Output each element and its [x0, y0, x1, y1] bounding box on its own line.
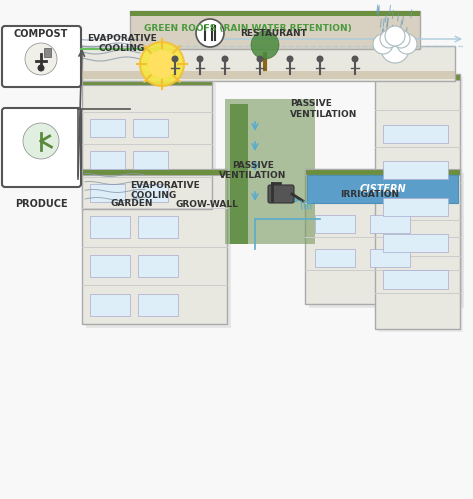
Text: IRRIGATION: IRRIGATION: [340, 190, 399, 199]
FancyBboxPatch shape: [138, 255, 178, 277]
FancyBboxPatch shape: [90, 255, 130, 277]
FancyBboxPatch shape: [375, 74, 460, 80]
FancyBboxPatch shape: [133, 151, 168, 169]
FancyBboxPatch shape: [2, 26, 81, 87]
Text: GROW-WALL: GROW-WALL: [175, 200, 238, 209]
FancyBboxPatch shape: [82, 169, 227, 324]
FancyBboxPatch shape: [82, 169, 227, 175]
FancyBboxPatch shape: [307, 175, 458, 203]
FancyBboxPatch shape: [90, 119, 125, 137]
Circle shape: [37, 64, 44, 71]
FancyBboxPatch shape: [305, 169, 460, 304]
FancyBboxPatch shape: [383, 161, 448, 179]
FancyBboxPatch shape: [82, 46, 455, 81]
Circle shape: [381, 35, 409, 63]
Text: GREEN ROOFS (RAIN WATER RETENTION): GREEN ROOFS (RAIN WATER RETENTION): [144, 24, 352, 33]
FancyBboxPatch shape: [383, 125, 448, 143]
FancyBboxPatch shape: [268, 185, 294, 203]
FancyBboxPatch shape: [44, 48, 51, 57]
Circle shape: [23, 123, 59, 159]
FancyBboxPatch shape: [90, 151, 125, 169]
Circle shape: [148, 50, 176, 78]
Text: PASSIVE
VENTILATION: PASSIVE VENTILATION: [290, 99, 358, 119]
FancyBboxPatch shape: [138, 293, 178, 316]
FancyBboxPatch shape: [370, 215, 410, 233]
Text: PASSIVE
VENTILATION: PASSIVE VENTILATION: [219, 161, 287, 181]
Circle shape: [380, 30, 398, 48]
Circle shape: [196, 55, 203, 62]
Text: EVAPORATIVE
COOLING: EVAPORATIVE COOLING: [130, 181, 200, 201]
Circle shape: [172, 55, 178, 62]
Circle shape: [221, 55, 228, 62]
FancyBboxPatch shape: [378, 77, 463, 332]
FancyBboxPatch shape: [133, 119, 168, 137]
FancyBboxPatch shape: [90, 216, 130, 238]
FancyBboxPatch shape: [82, 79, 212, 209]
Text: EVAPORATIVE
COOLING: EVAPORATIVE COOLING: [87, 34, 157, 53]
Circle shape: [392, 30, 410, 48]
FancyBboxPatch shape: [138, 216, 178, 238]
FancyBboxPatch shape: [225, 99, 315, 244]
Circle shape: [25, 43, 57, 75]
FancyBboxPatch shape: [315, 249, 355, 267]
Circle shape: [385, 26, 405, 46]
Circle shape: [397, 34, 417, 54]
Text: CISTERN: CISTERN: [359, 184, 406, 194]
FancyBboxPatch shape: [90, 184, 125, 202]
FancyBboxPatch shape: [315, 215, 355, 233]
FancyBboxPatch shape: [82, 71, 455, 79]
FancyBboxPatch shape: [86, 83, 216, 213]
FancyBboxPatch shape: [383, 198, 448, 216]
FancyBboxPatch shape: [86, 173, 231, 328]
Text: RESTAURANT: RESTAURANT: [240, 28, 307, 37]
FancyBboxPatch shape: [375, 74, 460, 329]
Circle shape: [351, 55, 359, 62]
Text: COMPOST: COMPOST: [14, 29, 68, 39]
FancyBboxPatch shape: [309, 173, 464, 308]
FancyBboxPatch shape: [230, 104, 248, 244]
Text: GARDEN: GARDEN: [110, 199, 152, 208]
FancyBboxPatch shape: [370, 249, 410, 267]
FancyBboxPatch shape: [2, 108, 81, 187]
Text: PRODUCE: PRODUCE: [15, 199, 67, 209]
Circle shape: [140, 42, 184, 86]
FancyBboxPatch shape: [130, 11, 420, 16]
FancyBboxPatch shape: [383, 270, 448, 288]
Circle shape: [196, 19, 224, 47]
FancyBboxPatch shape: [90, 293, 130, 316]
FancyBboxPatch shape: [305, 169, 460, 175]
Circle shape: [287, 55, 294, 62]
FancyBboxPatch shape: [82, 79, 212, 85]
Circle shape: [373, 34, 393, 54]
Circle shape: [256, 55, 263, 62]
FancyBboxPatch shape: [133, 184, 168, 202]
Circle shape: [316, 55, 324, 62]
Circle shape: [251, 31, 279, 59]
FancyBboxPatch shape: [383, 234, 448, 252]
FancyBboxPatch shape: [130, 11, 420, 49]
